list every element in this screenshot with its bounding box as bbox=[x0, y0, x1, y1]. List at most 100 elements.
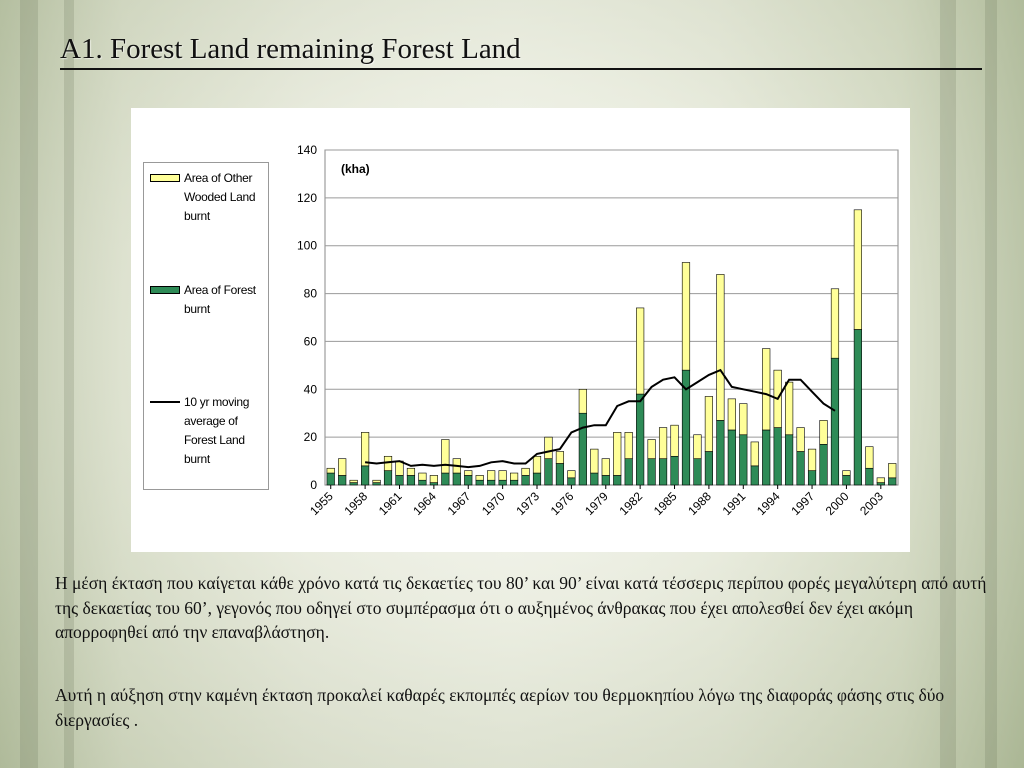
bar-other-wooded-burnt bbox=[567, 470, 576, 479]
bar-other-wooded-burnt bbox=[853, 209, 862, 330]
bar-forest-burnt bbox=[383, 470, 393, 486]
bar-other-wooded-burnt bbox=[475, 475, 484, 481]
bar-forest-burnt bbox=[361, 465, 370, 486]
bar-other-wooded-burnt bbox=[372, 479, 381, 483]
bar-other-wooded-burnt bbox=[429, 475, 438, 483]
x-tick-label: 1973 bbox=[513, 489, 542, 518]
bar-other-wooded-burnt bbox=[888, 463, 897, 479]
bar-forest-burnt bbox=[819, 444, 828, 486]
y-tick-label: 60 bbox=[304, 334, 318, 348]
bar-other-wooded-burnt bbox=[418, 472, 427, 481]
bar-other-wooded-burnt bbox=[762, 348, 771, 431]
x-tick-label: 1979 bbox=[582, 489, 611, 518]
legend-swatch-other-wooded bbox=[150, 174, 180, 182]
bar-forest-burnt bbox=[750, 465, 759, 486]
bar-forest-burnt bbox=[842, 475, 851, 486]
bar-other-wooded-burnt bbox=[693, 434, 702, 459]
bar-forest-burnt bbox=[613, 475, 622, 486]
bar-other-wooded-burnt bbox=[601, 458, 610, 476]
legend-label-forest: Area of Forest burnt bbox=[184, 283, 256, 316]
bar-forest-burnt bbox=[888, 477, 897, 486]
bar-forest-burnt bbox=[601, 475, 610, 486]
bar-forest-burnt bbox=[876, 482, 885, 486]
bar-other-wooded-burnt bbox=[830, 288, 840, 359]
bar-forest-burnt bbox=[636, 393, 645, 486]
bar-forest-burnt bbox=[739, 434, 748, 486]
bar-other-wooded-burnt bbox=[658, 427, 668, 459]
bar-forest-burnt bbox=[624, 458, 633, 486]
x-tick-label: 1967 bbox=[445, 489, 474, 518]
bar-other-wooded-burnt bbox=[842, 470, 851, 476]
x-tick-label: 1997 bbox=[788, 489, 817, 518]
y-tick-label: 120 bbox=[297, 191, 317, 205]
bar-other-wooded-burnt bbox=[807, 448, 817, 471]
plot-area-frame bbox=[324, 149, 899, 486]
bar-other-wooded-burnt bbox=[636, 307, 645, 395]
y-tick-label: 20 bbox=[304, 430, 318, 444]
bar-other-wooded-burnt bbox=[521, 467, 530, 476]
bar-other-wooded-burnt bbox=[326, 467, 335, 474]
x-tick-label: 1982 bbox=[616, 489, 645, 518]
y-tick-label: 140 bbox=[297, 143, 317, 157]
background-tree bbox=[64, 0, 74, 768]
bar-other-wooded-burnt bbox=[624, 432, 633, 459]
bar-other-wooded-burnt bbox=[876, 477, 885, 483]
bar-other-wooded-burnt bbox=[578, 388, 587, 414]
bar-other-wooded-burnt bbox=[406, 467, 416, 476]
bar-other-wooded-burnt bbox=[681, 262, 691, 371]
x-tick-label: 1964 bbox=[410, 489, 439, 518]
bar-forest-burnt bbox=[338, 475, 347, 486]
bar-forest-burnt bbox=[406, 475, 416, 486]
bar-other-wooded-burnt bbox=[670, 424, 679, 457]
x-tick-label: 1991 bbox=[720, 489, 749, 518]
background-tree bbox=[20, 0, 38, 768]
bar-forest-burnt bbox=[418, 479, 427, 486]
bar-forest-burnt bbox=[395, 475, 404, 486]
bar-forest-burnt bbox=[532, 472, 542, 486]
bar-other-wooded-burnt bbox=[819, 420, 828, 445]
bar-forest-burnt bbox=[464, 475, 473, 486]
chart-unit-label: (kha) bbox=[341, 162, 370, 176]
bar-other-wooded-burnt bbox=[865, 446, 874, 469]
bar-other-wooded-burnt bbox=[498, 470, 507, 481]
background-tree bbox=[940, 0, 956, 768]
slide-title-text: A1. Forest Land remaining Forest Land bbox=[60, 33, 521, 65]
x-tick-label: 1958 bbox=[341, 489, 370, 518]
legend-swatch-forest bbox=[150, 286, 180, 294]
bar-forest-burnt bbox=[807, 470, 817, 486]
y-tick-label: 0 bbox=[310, 478, 317, 492]
x-tick-label: 1970 bbox=[479, 489, 508, 518]
legend-line-moving-average bbox=[150, 401, 180, 403]
bar-other-wooded-burnt bbox=[441, 439, 450, 474]
bar-forest-burnt bbox=[429, 482, 438, 486]
bar-other-wooded-burnt bbox=[487, 470, 496, 481]
bar-forest-burnt bbox=[762, 429, 771, 486]
bar-forest-burnt bbox=[590, 472, 599, 486]
bar-forest-burnt bbox=[693, 458, 702, 486]
legend-label-other-wooded: Area of Other Wooded Land burnt bbox=[184, 171, 256, 223]
bar-other-wooded-burnt bbox=[555, 451, 565, 464]
bar-forest-burnt bbox=[521, 475, 530, 486]
bar-other-wooded-burnt bbox=[647, 439, 656, 459]
bar-other-wooded-burnt bbox=[785, 381, 794, 436]
bar-forest-burnt bbox=[555, 463, 565, 486]
bar-forest-burnt bbox=[544, 458, 553, 486]
y-tick-label: 40 bbox=[304, 382, 318, 396]
bar-forest-burnt bbox=[372, 482, 381, 486]
bar-forest-burnt bbox=[487, 479, 496, 486]
body-paragraph-2: Αυτή η αύξηση στην καμένη έκταση προκαλε… bbox=[55, 685, 945, 730]
x-tick-label: 1961 bbox=[376, 489, 405, 518]
x-tick-label: 1994 bbox=[754, 489, 783, 518]
bar-other-wooded-burnt bbox=[750, 441, 759, 467]
bar-forest-burnt bbox=[865, 467, 874, 486]
bar-forest-burnt bbox=[647, 458, 656, 486]
bar-other-wooded-burnt bbox=[544, 436, 553, 459]
bar-forest-burnt bbox=[727, 429, 736, 486]
bar-forest-burnt bbox=[796, 451, 805, 486]
body-paragraph-1: Η μέση έκταση που καίγεται κάθε χρόνο κα… bbox=[55, 573, 987, 642]
bar-forest-burnt bbox=[716, 420, 725, 486]
bar-other-wooded-burnt bbox=[613, 432, 622, 476]
bar-other-wooded-burnt bbox=[338, 458, 347, 476]
bar-forest-burnt bbox=[510, 479, 519, 486]
